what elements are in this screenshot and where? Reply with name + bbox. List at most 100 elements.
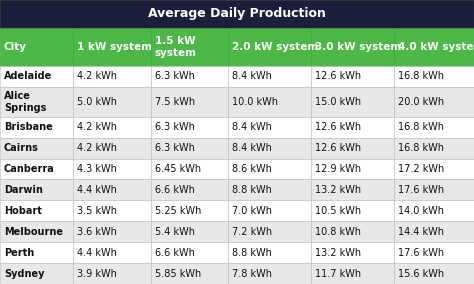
Text: 7.8 kWh: 7.8 kWh — [232, 269, 272, 279]
Bar — [0, 179, 73, 201]
Text: 4.3 kWh: 4.3 kWh — [77, 164, 118, 174]
Text: Darwin: Darwin — [4, 185, 43, 195]
Text: 16.8 kWh: 16.8 kWh — [398, 122, 444, 132]
Bar — [151, 28, 228, 66]
Text: 13.2 kWh: 13.2 kWh — [315, 185, 361, 195]
Text: Canberra: Canberra — [4, 164, 55, 174]
Text: 4.2 kWh: 4.2 kWh — [77, 143, 118, 153]
Bar — [311, 263, 394, 284]
Text: Cairns: Cairns — [4, 143, 39, 153]
Bar — [394, 138, 474, 158]
Bar — [73, 158, 151, 179]
Bar — [228, 138, 311, 158]
Text: 20.0 kWh: 20.0 kWh — [398, 97, 444, 107]
Bar — [0, 221, 73, 242]
Text: 6.45 kWh: 6.45 kWh — [155, 164, 201, 174]
Bar — [228, 87, 311, 117]
Bar — [0, 87, 73, 117]
Text: 4.2 kWh: 4.2 kWh — [77, 122, 118, 132]
Bar — [73, 263, 151, 284]
Text: 6.3 kWh: 6.3 kWh — [155, 122, 195, 132]
Bar — [73, 117, 151, 138]
Bar — [151, 221, 228, 242]
Bar — [228, 242, 311, 263]
Text: 12.6 kWh: 12.6 kWh — [315, 72, 361, 82]
Bar — [311, 138, 394, 158]
Bar — [394, 28, 474, 66]
Text: 3.9 kWh: 3.9 kWh — [77, 269, 118, 279]
Bar — [394, 158, 474, 179]
Bar — [311, 201, 394, 221]
Bar — [228, 263, 311, 284]
Text: 7.5 kWh: 7.5 kWh — [155, 97, 195, 107]
Text: Hobart: Hobart — [4, 206, 42, 216]
Text: 15.6 kWh: 15.6 kWh — [398, 269, 444, 279]
Bar — [311, 242, 394, 263]
Bar — [311, 28, 394, 66]
Bar — [311, 179, 394, 201]
Text: 16.8 kWh: 16.8 kWh — [398, 72, 444, 82]
Bar — [394, 263, 474, 284]
Bar — [394, 87, 474, 117]
Bar — [0, 138, 73, 158]
Bar — [311, 66, 394, 87]
Text: 10.5 kWh: 10.5 kWh — [315, 206, 361, 216]
Bar — [0, 0, 474, 28]
Text: Alice
Springs: Alice Springs — [4, 91, 46, 113]
Text: 5.0 kWh: 5.0 kWh — [77, 97, 118, 107]
Text: 6.6 kWh: 6.6 kWh — [155, 248, 195, 258]
Text: 14.0 kWh: 14.0 kWh — [398, 206, 444, 216]
Bar — [151, 179, 228, 201]
Bar — [228, 179, 311, 201]
Text: Sydney: Sydney — [4, 269, 45, 279]
Text: 12.6 kWh: 12.6 kWh — [315, 122, 361, 132]
Bar — [228, 201, 311, 221]
Bar — [311, 158, 394, 179]
Text: Melbourne: Melbourne — [4, 227, 63, 237]
Text: Average Daily Production: Average Daily Production — [148, 7, 326, 20]
Bar — [228, 66, 311, 87]
Bar — [73, 201, 151, 221]
Bar — [151, 87, 228, 117]
Bar — [311, 221, 394, 242]
Bar — [311, 117, 394, 138]
Bar — [73, 138, 151, 158]
Bar — [0, 28, 73, 66]
Text: 17.6 kWh: 17.6 kWh — [398, 248, 444, 258]
Bar — [394, 242, 474, 263]
Text: City: City — [4, 42, 27, 52]
Text: 11.7 kWh: 11.7 kWh — [315, 269, 361, 279]
Bar — [151, 263, 228, 284]
Text: 6.3 kWh: 6.3 kWh — [155, 143, 195, 153]
Text: 5.4 kWh: 5.4 kWh — [155, 227, 195, 237]
Text: 17.6 kWh: 17.6 kWh — [398, 185, 444, 195]
Text: 4.4 kWh: 4.4 kWh — [77, 248, 118, 258]
Text: 8.8 kWh: 8.8 kWh — [232, 248, 272, 258]
Bar — [73, 87, 151, 117]
Bar — [0, 117, 73, 138]
Bar — [151, 66, 228, 87]
Bar — [394, 66, 474, 87]
Bar — [228, 117, 311, 138]
Bar — [228, 158, 311, 179]
Bar — [73, 221, 151, 242]
Text: 14.4 kWh: 14.4 kWh — [398, 227, 444, 237]
Text: 15.0 kWh: 15.0 kWh — [315, 97, 361, 107]
Bar — [151, 138, 228, 158]
Text: 16.8 kWh: 16.8 kWh — [398, 143, 444, 153]
Text: 5.25 kWh: 5.25 kWh — [155, 206, 201, 216]
Text: 13.2 kWh: 13.2 kWh — [315, 248, 361, 258]
Bar — [0, 158, 73, 179]
Bar — [394, 117, 474, 138]
Text: 8.4 kWh: 8.4 kWh — [232, 143, 272, 153]
Text: 5.85 kWh: 5.85 kWh — [155, 269, 201, 279]
Text: 6.3 kWh: 6.3 kWh — [155, 72, 195, 82]
Text: 8.4 kWh: 8.4 kWh — [232, 72, 272, 82]
Text: 7.2 kWh: 7.2 kWh — [232, 227, 272, 237]
Text: 4.4 kWh: 4.4 kWh — [77, 185, 118, 195]
Text: 6.6 kWh: 6.6 kWh — [155, 185, 195, 195]
Bar — [0, 201, 73, 221]
Text: Brisbane: Brisbane — [4, 122, 53, 132]
Bar — [0, 66, 73, 87]
Bar — [73, 242, 151, 263]
